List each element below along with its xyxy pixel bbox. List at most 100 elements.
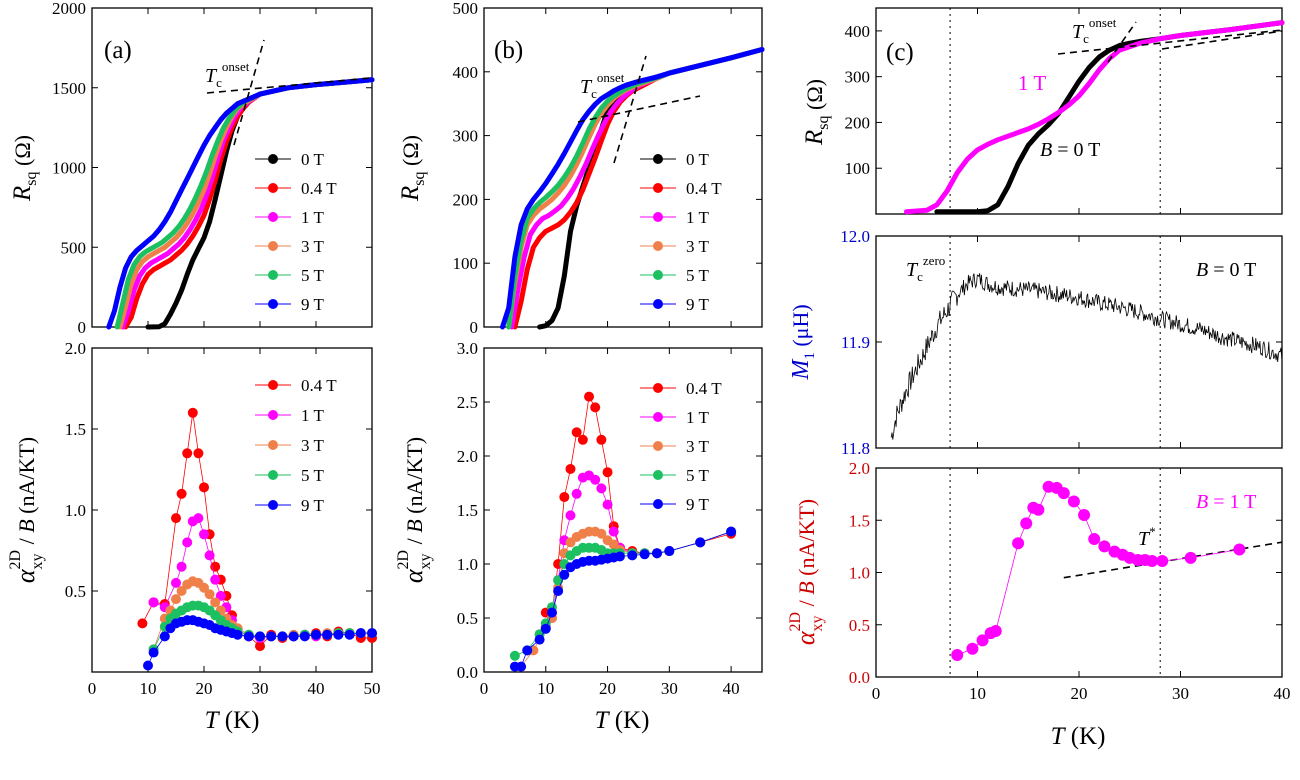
legend-marker [653, 412, 663, 422]
y-axis-label: M1 (μH) [788, 304, 818, 380]
legend-marker [268, 380, 278, 390]
series-line-3 [117, 77, 375, 330]
legend-label: 1 T [686, 408, 709, 427]
x-axis-label: T (K) [595, 707, 650, 734]
legend-marker [268, 440, 278, 450]
label-part: xy [809, 615, 826, 631]
data-point [522, 645, 533, 656]
x-tick-label: 30 [252, 679, 269, 698]
data-point [1057, 487, 1070, 500]
x-tick-label: 40 [1274, 684, 1291, 703]
x-tick-label: 20 [1071, 684, 1088, 703]
data-point [602, 467, 613, 478]
guide-line [613, 55, 647, 164]
x-tick-label: 10 [140, 679, 157, 698]
label-part: (nA/KT) [794, 499, 819, 581]
legend-label: 9 T [686, 295, 709, 314]
legend-marker [653, 212, 663, 222]
data-point [333, 629, 344, 640]
legend-marker [653, 383, 663, 393]
label-part: B [1196, 491, 1208, 513]
panel-0: 0 500 1000 1500 2000 Tconset 0 T 0.4 T 1 T 3 T 5 T… [9, 0, 375, 337]
label-part: / [14, 533, 39, 550]
label-part: T [1072, 21, 1085, 43]
label-part: c [917, 269, 923, 284]
legend-marker [653, 183, 663, 193]
panel-5: 11.8 11.9 12.0 Tczero B = 0 T M1 (μH) [788, 227, 1283, 458]
y-tick-label: 0.5 [457, 609, 478, 628]
data-point [534, 634, 545, 645]
legend-marker [268, 154, 278, 164]
data-point [243, 631, 254, 642]
y-tick-label: 1.0 [65, 501, 86, 520]
data-point [596, 483, 607, 494]
data-point [516, 661, 527, 672]
x-tick-label: 30 [1172, 684, 1189, 703]
data-point [182, 537, 193, 548]
label-part: sq [815, 116, 832, 130]
label-part: T [1051, 723, 1067, 750]
legend-label: 5 T [301, 466, 324, 485]
x-tick-label: 10 [969, 684, 986, 703]
y-axis-label: Rsq (Ω) [9, 135, 40, 202]
series-line-1 [123, 77, 375, 330]
label-part: T [595, 707, 611, 734]
x-tick-label: 0 [872, 684, 881, 703]
panel-label: (a) [104, 37, 132, 64]
legend-marker [653, 270, 663, 280]
data-point [596, 528, 607, 539]
x-tick-label: 40 [723, 679, 740, 698]
data-point [266, 631, 277, 642]
annotation-B0: B = 0 T [1196, 259, 1256, 281]
label-part: (Ω) [10, 135, 35, 172]
annotation-1T: 1 T [1018, 71, 1046, 95]
series-line-0 [145, 77, 375, 330]
data-point [951, 649, 964, 662]
legend-label: 5 T [686, 466, 709, 485]
data-point [255, 631, 265, 642]
panel-2: 0 100 200 300 400 500 Tconset 0 T 0.4 T 1 T 3 T 5 T… [397, 0, 765, 337]
data-point [367, 628, 377, 639]
series-line-2 [120, 77, 375, 330]
y-tick-label: 400 [453, 63, 479, 82]
legend-label: 3 T [686, 437, 709, 456]
series-line-2 [520, 531, 732, 667]
x-tick-label: 0 [480, 679, 489, 698]
legend-marker [268, 410, 278, 420]
data-point [584, 391, 595, 402]
legend-label: 3 T [301, 237, 324, 256]
data-point [546, 607, 557, 618]
data-point [989, 625, 1002, 638]
label-part: B [1040, 139, 1052, 161]
data-point [232, 629, 243, 640]
legend-label: 0.4 T [686, 379, 722, 398]
label-part: = 1 T [1208, 491, 1256, 513]
label-part: α [11, 568, 40, 583]
data-point [171, 594, 181, 605]
tc-onset-annotation: Tconset [205, 59, 250, 90]
label-part: / [794, 595, 819, 612]
y-tick-label: 0.0 [849, 668, 870, 687]
y-tick-label: 200 [453, 190, 479, 209]
y-tick-label: 2000 [52, 0, 86, 18]
y-tick-label: 1500 [52, 79, 86, 98]
data-point [590, 474, 601, 485]
x-tick-label: 20 [599, 679, 616, 698]
tc-onset-annotation: Tconset [580, 70, 625, 101]
x-tick-label: 0 [88, 679, 97, 698]
legend-label: 1 T [686, 208, 709, 227]
legend-marker [653, 154, 663, 164]
data-point [143, 660, 153, 671]
legend-marker [653, 470, 663, 480]
data-point [596, 434, 607, 445]
label-part: = 0 T [1052, 139, 1100, 161]
label-part: α [399, 568, 428, 583]
legend-marker [268, 212, 278, 222]
legend-marker [268, 470, 278, 480]
series-line-1 [904, 20, 1285, 215]
legend-marker [653, 441, 663, 451]
data-point [577, 434, 588, 445]
y-tick-label: 3.0 [457, 339, 478, 358]
legend-marker [653, 299, 663, 309]
label-part: sq [411, 172, 428, 186]
